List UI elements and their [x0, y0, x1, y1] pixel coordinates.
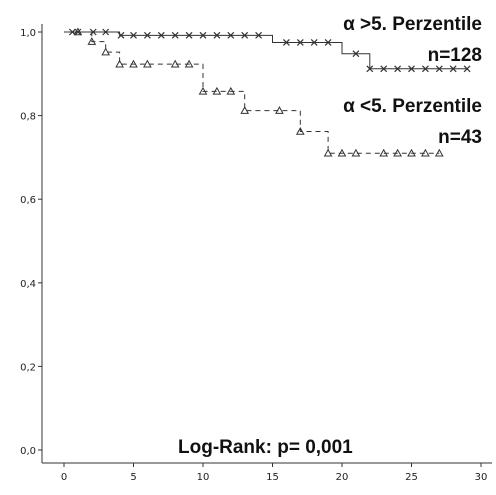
y-tick-label: 0,0 [20, 446, 36, 457]
censor-marker-x [324, 39, 332, 46]
x-tick-label: 20 [336, 472, 349, 483]
x-axis: 0 5 10 15 20 25 30 [42, 462, 492, 483]
censor-marker-x [352, 50, 360, 58]
x-tick-label: 0 [61, 472, 67, 483]
censor-marker-x [421, 65, 429, 73]
censor-marker-triangle [421, 148, 430, 157]
censor-marker-x [171, 31, 179, 39]
censor-marker-x [408, 65, 415, 73]
censor-marker-triangle [115, 59, 124, 68]
censor-marker-x [143, 31, 151, 39]
y-tick-label: 0,8 [20, 112, 36, 123]
x-tick-label: 15 [266, 472, 279, 483]
censor-marker-triangle [184, 59, 194, 68]
x-ticks: 0 5 10 15 20 25 30 [61, 463, 488, 483]
censor-marker-triangle [226, 86, 236, 95]
y-tick-label: 0,6 [20, 195, 36, 206]
series-layer [64, 27, 471, 157]
series-2-step-line [64, 31, 440, 154]
censor-marker-x [366, 65, 374, 73]
censor-marker-triangle [337, 148, 347, 157]
censor-marker-triangle [407, 148, 416, 157]
censor-marker-triangle [393, 148, 402, 157]
censor-marker-x [89, 28, 97, 36]
censor-marker-triangle [143, 59, 152, 68]
censor-marker-x [310, 39, 318, 46]
censor-marker-triangle [87, 37, 97, 45]
censor-marker-x [130, 31, 137, 39]
censor-marker-x [157, 31, 165, 39]
censor-marker-triangle [275, 106, 284, 114]
censor-marker-x [241, 31, 249, 39]
series-1-n-label: n=128 [428, 45, 482, 66]
series-1-step-line [64, 31, 468, 70]
series-2 [64, 27, 444, 157]
x-tick-label: 10 [197, 472, 210, 483]
censor-marker-triangle [129, 59, 138, 68]
y-tick-label: 1,0 [20, 28, 36, 39]
censor-marker-x [449, 65, 457, 73]
series-1 [64, 28, 471, 73]
censor-marker-x [435, 65, 443, 73]
censor-marker-x [463, 65, 471, 73]
series-2-n-label: n=43 [438, 127, 482, 148]
censor-marker-x [255, 31, 263, 39]
censor-marker-x [199, 31, 207, 39]
censor-marker-x [296, 39, 304, 46]
y-ticks: 0,0 0,2 0,4 0,6 0,8 1,0 [20, 28, 42, 457]
x-tick-label: 5 [130, 472, 136, 483]
censor-marker-triangle [295, 126, 305, 135]
series-2-label: α <5. Perzentile [343, 96, 482, 117]
censor-marker-triangle [379, 148, 389, 157]
censor-marker-x [394, 65, 402, 73]
censor-marker-triangle [351, 148, 361, 157]
censor-marker-triangle [212, 86, 222, 95]
y-tick-label: 0,4 [20, 279, 36, 290]
censor-marker-triangle [240, 106, 250, 114]
censor-marker-triangle [434, 148, 444, 157]
censor-marker-x [227, 31, 235, 39]
x-tick-label: 30 [475, 472, 488, 483]
censor-marker-triangle [170, 59, 180, 68]
censor-marker-x [282, 39, 290, 46]
censor-marker-x [102, 28, 110, 36]
censor-marker-x [117, 31, 125, 39]
censor-marker-triangle [198, 86, 208, 95]
censor-marker-x [380, 65, 388, 73]
log-rank-label: Log-Rank: p= 0,001 [178, 437, 353, 458]
series-1-label: α >5. Perzentile [343, 14, 482, 35]
y-axis: 0,0 0,2 0,4 0,6 0,8 1,0 [20, 24, 43, 463]
censor-marker-x [185, 31, 193, 39]
censor-marker-triangle [73, 27, 83, 36]
y-tick-label: 0,2 [20, 362, 36, 373]
censor-marker-x [213, 31, 221, 39]
x-tick-label: 25 [405, 472, 418, 483]
censor-marker-triangle [323, 148, 333, 157]
censor-marker-triangle [101, 47, 111, 56]
